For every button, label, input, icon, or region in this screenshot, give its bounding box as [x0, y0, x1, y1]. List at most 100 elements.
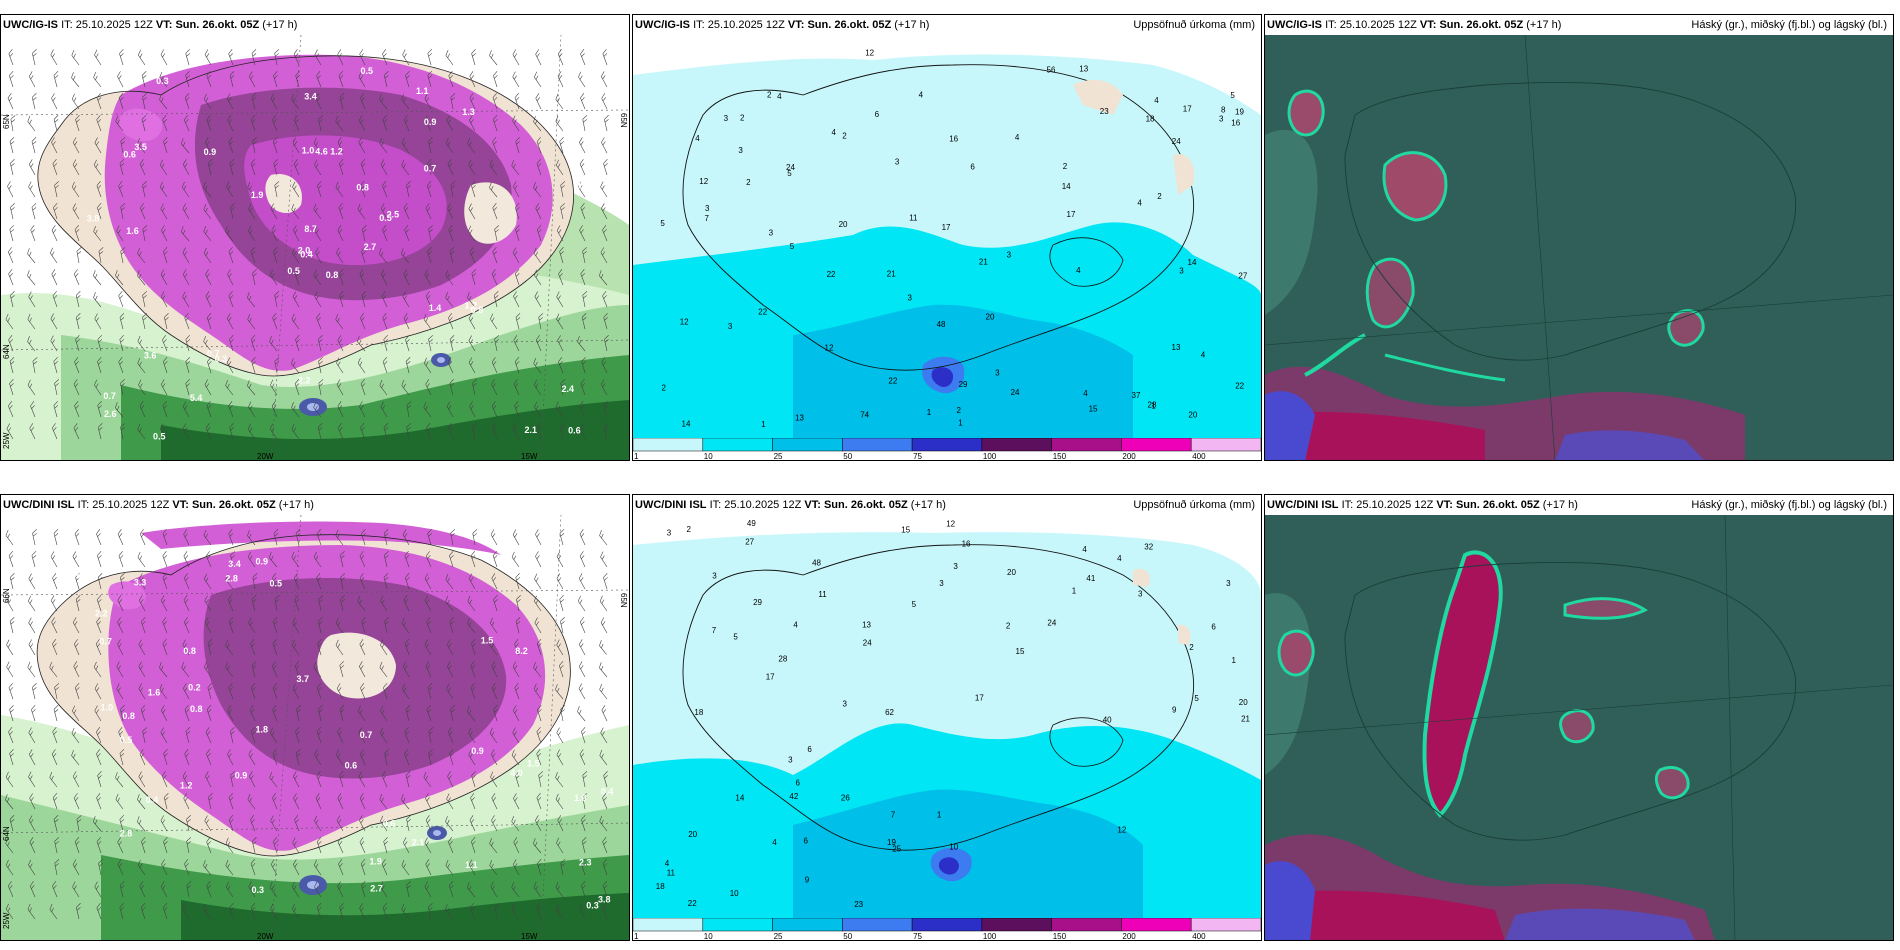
wind-barb: [228, 49, 234, 66]
wind-barb: [336, 749, 344, 766]
wind-barb: [446, 401, 454, 418]
map-value-label: 0.6: [383, 819, 396, 829]
wind-barb: [449, 748, 454, 766]
wind-barb: [53, 71, 59, 88]
wind-barb: [536, 335, 542, 352]
wind-barb: [228, 401, 234, 418]
wind-barb: [274, 357, 280, 374]
map-value-label: 2.0: [298, 245, 311, 255]
wind-barb: [492, 114, 498, 132]
wind-barb: [182, 269, 190, 286]
wind-barb: [512, 529, 520, 546]
wind-barb: [182, 423, 190, 440]
wind-barb: [50, 551, 58, 568]
wind-barb: [424, 269, 432, 286]
map-value-label: 1: [1072, 587, 1077, 596]
wind-barb: [291, 551, 300, 568]
colorbar-tick-label: 25: [774, 932, 783, 940]
wind-barb: [5, 529, 14, 546]
panel-right-title: Uppsöfnuð úrkoma (mm): [1133, 19, 1255, 31]
wind-barb: [361, 528, 366, 546]
map-value-label: 1.3: [462, 107, 475, 117]
map-value-label: 20: [1239, 698, 1248, 707]
wind-barb: [93, 816, 102, 832]
wind-barb: [139, 401, 146, 418]
wind-barb: [53, 705, 59, 722]
wind-barb: [447, 771, 454, 788]
colorbar-tick-label: 10: [704, 932, 713, 940]
wind-barb: [117, 595, 124, 612]
wind-barb: [229, 334, 234, 352]
map-value-label: 42: [789, 792, 798, 801]
map-value-label: 3: [895, 158, 900, 167]
wind-barb: [183, 551, 190, 568]
wind-barb: [493, 704, 498, 722]
wind-barb: [445, 595, 454, 612]
wind-barb: [315, 93, 322, 110]
wind-barb: [226, 181, 234, 198]
wind-barb: [359, 551, 366, 568]
wind-barb: [492, 550, 498, 568]
it-label: IT:: [709, 499, 722, 511]
map-value-label: 0.3: [156, 76, 169, 86]
wind-barb: [314, 881, 322, 898]
map-value-label: 3.4: [304, 91, 317, 101]
wind-barb: [513, 291, 520, 308]
wind-barb: [71, 93, 80, 110]
wind-barb: [182, 159, 190, 176]
wind-barb: [537, 224, 542, 242]
wind-barb: [601, 93, 608, 110]
wind-barb: [405, 334, 410, 352]
map-value-label: 2: [1006, 621, 1011, 630]
colorbar-tick-label: 25: [774, 452, 783, 460]
wind-barb: [250, 334, 256, 352]
map-value-label: 15: [901, 526, 910, 535]
wind-barb: [380, 159, 388, 176]
wind-barb: [379, 248, 388, 264]
wind-barb: [491, 793, 498, 810]
wind-barb: [424, 639, 432, 656]
wind-barb: [359, 49, 366, 66]
map-value-label: 0.5: [120, 735, 133, 745]
map-value-label: 5: [787, 169, 792, 178]
wind-barb: [272, 793, 278, 810]
wind-barb: [53, 115, 59, 132]
wind-barb: [468, 357, 476, 374]
wind-barb: [54, 379, 60, 396]
wind-barb: [118, 291, 124, 308]
wind-barb: [469, 247, 476, 264]
wind-barb: [448, 880, 454, 898]
wind-barb: [74, 836, 80, 854]
wind-barb: [314, 291, 322, 308]
precip-map: 2343321412645337665533410647111213151820…: [633, 515, 1261, 920]
map-value-label: 3: [1226, 579, 1231, 588]
map-value-label: 6: [796, 779, 801, 788]
map-value-label: 12: [825, 343, 834, 352]
map-value-label: 2: [740, 114, 745, 123]
wind-barb: [358, 727, 366, 744]
map-value-label: 0.5: [270, 578, 283, 588]
map-value-label: 0.5: [153, 432, 166, 442]
wind-barb: [578, 639, 586, 656]
colorbar-segment: [911, 438, 983, 452]
panel-wind-ig-is: UWC/IG-IS IT: 25.10.2025 12Z VT: Sun. 26…: [0, 14, 630, 461]
wind-barb: [335, 529, 344, 546]
wind-barb: [358, 137, 366, 154]
wind-barb: [534, 573, 542, 590]
wind-barb: [270, 727, 278, 744]
wind-barb: [115, 402, 124, 418]
wind-barb: [203, 93, 212, 110]
map-value-label: 3: [667, 529, 672, 538]
wind-barb: [599, 749, 608, 766]
colorbar-segment: [772, 438, 843, 452]
map-value-label: 7: [712, 626, 717, 635]
wind-barb: [423, 313, 432, 330]
map-value-label: 12: [1117, 825, 1126, 834]
wind-barb: [251, 93, 257, 110]
wind-barb: [383, 573, 389, 590]
map-value-label: 2: [842, 131, 847, 140]
wind-barb: [8, 247, 14, 264]
wind-barb: [183, 683, 190, 700]
wind-barb: [225, 662, 234, 678]
wind-barb: [159, 662, 168, 678]
